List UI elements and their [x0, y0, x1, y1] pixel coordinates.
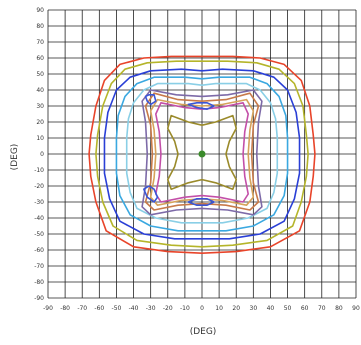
contour-line — [125, 82, 279, 224]
x-tick-label: -10 — [180, 305, 190, 312]
x-tick-label: 80 — [335, 305, 343, 312]
x-tick-label: -40 — [129, 305, 139, 312]
x-tick-label: 60 — [301, 305, 309, 312]
contour-line — [88, 55, 316, 254]
contour-line — [144, 94, 157, 106]
contour-lines — [88, 55, 316, 254]
center-marker — [198, 150, 206, 158]
y-tick-label: -90 — [34, 295, 44, 302]
x-tick-label: 10 — [215, 305, 223, 312]
x-tick-label: 90 — [352, 305, 360, 312]
x-tick-label: -90 — [43, 305, 53, 312]
contour-line — [149, 98, 255, 206]
y-tick-label: -20 — [34, 183, 44, 190]
y-tick-labels: 90 80 70 60 50 40 30 20 10 0 -10 -20 -30 -40 -50 -60 -70… — [34, 7, 44, 302]
x-tick-label: 0 — [200, 305, 204, 312]
contour-line — [95, 60, 309, 248]
contour-line — [166, 114, 238, 190]
contour-line — [187, 102, 215, 110]
x-tick-label: 50 — [284, 305, 292, 312]
contour-line — [187, 198, 215, 206]
contour-line — [143, 185, 159, 203]
y-tick-label: 60 — [36, 55, 44, 62]
x-tick-labels: -90 -80 -70 -60 -50 -40 -30 -20 -10 0 10 20 30 40 50 60… — [43, 305, 360, 312]
y-tick-label: -50 — [34, 231, 44, 238]
x-tick-label: -80 — [60, 305, 70, 312]
y-tick-label: -80 — [34, 279, 44, 286]
y-tick-label: -40 — [34, 215, 44, 222]
contour-line — [155, 102, 249, 203]
y-axis-label: (DEG) — [10, 144, 20, 171]
y-tick-label: 70 — [36, 39, 44, 46]
y-tick-label: 50 — [36, 71, 44, 78]
y-tick-label: 0 — [40, 151, 44, 158]
contour-line — [115, 76, 289, 232]
y-tick-label: 20 — [36, 119, 44, 126]
contour-line — [103, 68, 301, 240]
y-tick-label: 90 — [36, 7, 44, 14]
x-tick-label: -50 — [112, 305, 122, 312]
y-tick-label: 80 — [36, 23, 44, 30]
x-tick-label: 20 — [232, 305, 240, 312]
contour-line — [141, 89, 263, 216]
y-tick-label: -10 — [34, 167, 44, 174]
y-tick-label: 10 — [36, 135, 44, 142]
x-tick-label: 70 — [318, 305, 326, 312]
y-tick-label: -60 — [34, 247, 44, 254]
x-axis-label: (DEG) — [190, 327, 217, 337]
x-tick-label: 40 — [267, 305, 275, 312]
grid — [47, 9, 357, 299]
y-tick-label: -70 — [34, 263, 44, 270]
y-tick-label: -30 — [34, 199, 44, 206]
x-tick-label: -20 — [163, 305, 173, 312]
y-tick-label: 40 — [36, 87, 44, 94]
x-tick-label: -70 — [77, 305, 87, 312]
x-tick-label: -60 — [94, 305, 104, 312]
contour-line — [144, 92, 260, 211]
y-tick-label: 30 — [36, 103, 44, 110]
x-tick-label: 30 — [250, 305, 258, 312]
x-tick-label: -30 — [146, 305, 156, 312]
